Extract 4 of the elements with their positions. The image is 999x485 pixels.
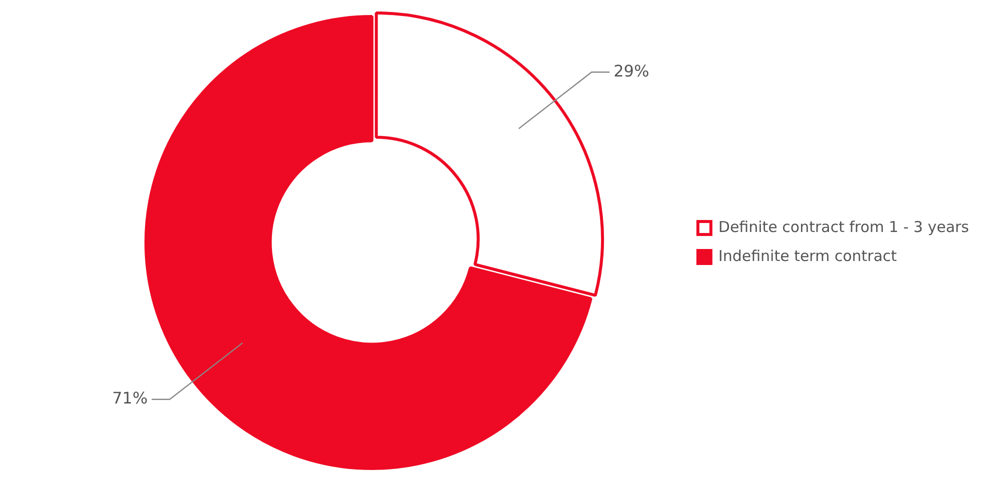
- data-label: 29%: [614, 61, 650, 80]
- legend-label: Definite contract from 1 - 3 years: [718, 218, 970, 236]
- data-label: 71%: [112, 388, 148, 408]
- legend-label: Indefinite term contract: [718, 246, 897, 265]
